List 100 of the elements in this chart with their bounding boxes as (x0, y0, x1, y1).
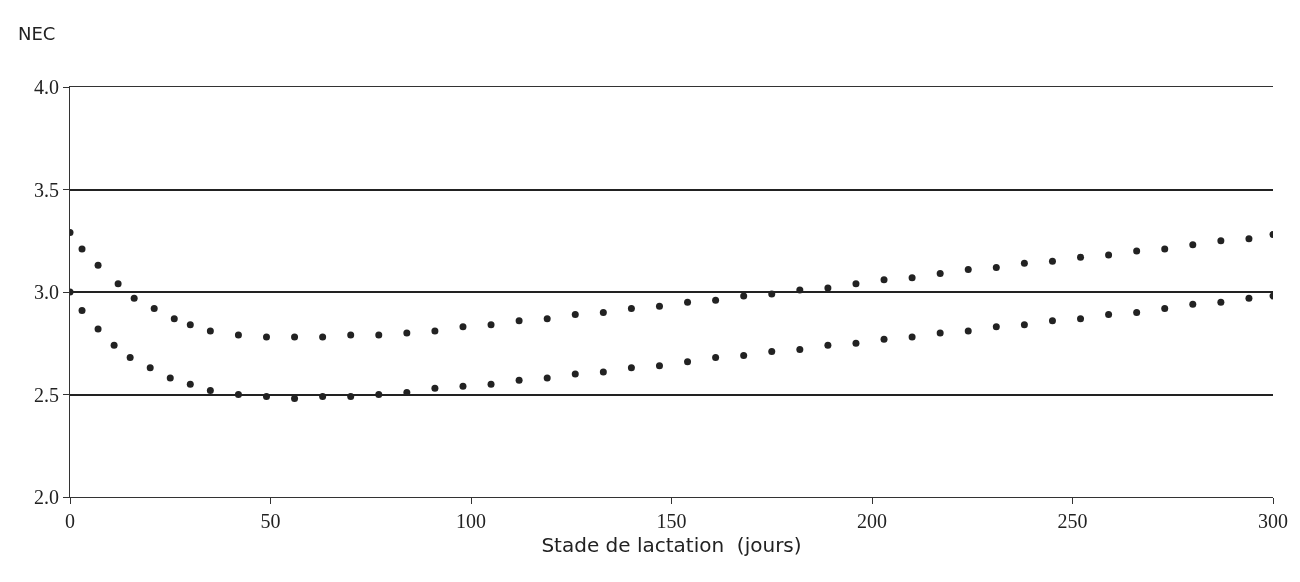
point (114, 280, 122, 288)
point (431, 384, 439, 392)
point (206, 327, 214, 335)
point (130, 294, 138, 302)
y-tick-label: 3.5 (34, 178, 59, 201)
point (1161, 304, 1169, 312)
point (206, 386, 214, 394)
point (291, 395, 299, 403)
point (347, 393, 355, 401)
point (126, 354, 134, 362)
point (110, 341, 118, 349)
point (740, 352, 748, 360)
point (186, 321, 194, 329)
point (94, 325, 102, 333)
point (1105, 251, 1113, 259)
point (599, 309, 607, 316)
point (908, 333, 916, 341)
x-tick-label: 0 (65, 510, 75, 532)
x-tick-label: 250 (1057, 510, 1088, 532)
point (431, 327, 439, 335)
point (712, 354, 720, 362)
point (459, 382, 467, 390)
point (150, 304, 158, 312)
point (1245, 235, 1253, 243)
point (796, 345, 804, 353)
point (684, 358, 692, 366)
point (824, 341, 832, 349)
point (543, 374, 551, 382)
point (403, 329, 411, 337)
x-tick-label: 50 (260, 510, 281, 532)
point (319, 393, 327, 401)
point (78, 306, 86, 314)
point (375, 391, 383, 398)
point (319, 333, 327, 341)
point (291, 333, 299, 341)
point (186, 380, 194, 388)
point (852, 339, 860, 347)
point (1217, 237, 1225, 245)
point (1217, 298, 1225, 306)
point (599, 368, 607, 376)
point (571, 370, 579, 378)
point (992, 323, 1000, 331)
point (1077, 315, 1085, 323)
point (1245, 294, 1253, 302)
point (936, 270, 944, 278)
point (262, 333, 270, 341)
point (992, 263, 1000, 271)
y-axis-title: NEC (18, 23, 56, 44)
x-axis-title: Stade de lactation (jours) (541, 532, 802, 557)
y-tick-label: 2.5 (34, 383, 59, 406)
x-tick-label: 100 (456, 510, 486, 532)
point (936, 329, 944, 337)
point (684, 298, 692, 306)
point (964, 265, 972, 273)
point (655, 302, 663, 310)
point (234, 391, 242, 398)
point (796, 286, 804, 294)
y-tick-label: 3.0 (34, 281, 59, 303)
point (1020, 321, 1028, 329)
point (627, 364, 635, 372)
point (655, 362, 663, 370)
point (1048, 317, 1056, 325)
point (1077, 253, 1085, 261)
point (234, 331, 242, 339)
point (852, 280, 860, 288)
point (1133, 309, 1141, 316)
point (908, 274, 916, 282)
point (487, 321, 495, 329)
point (78, 245, 86, 253)
point (824, 284, 832, 292)
point (1048, 257, 1056, 265)
point (712, 296, 720, 304)
x-tick-label: 300 (1258, 510, 1288, 532)
point (262, 393, 270, 401)
point (1133, 247, 1141, 255)
point (515, 376, 523, 384)
point (1020, 259, 1028, 267)
point (1189, 241, 1197, 249)
point (1189, 300, 1197, 308)
point (880, 335, 888, 343)
point (768, 290, 776, 298)
point (515, 317, 523, 325)
point (459, 323, 467, 331)
point (487, 380, 495, 388)
point (170, 315, 178, 323)
point (571, 311, 579, 319)
point (627, 304, 635, 312)
point (964, 327, 972, 335)
point (740, 292, 748, 300)
point (1161, 245, 1169, 253)
point (166, 374, 174, 382)
point (768, 347, 776, 355)
y-tick-label: 4.0 (34, 76, 59, 98)
point (94, 261, 102, 269)
x-tick-label: 150 (656, 510, 687, 532)
point (880, 276, 888, 284)
point (375, 331, 383, 339)
point (543, 315, 551, 323)
point (347, 331, 355, 339)
y-tick-label: 2.0 (34, 486, 59, 508)
